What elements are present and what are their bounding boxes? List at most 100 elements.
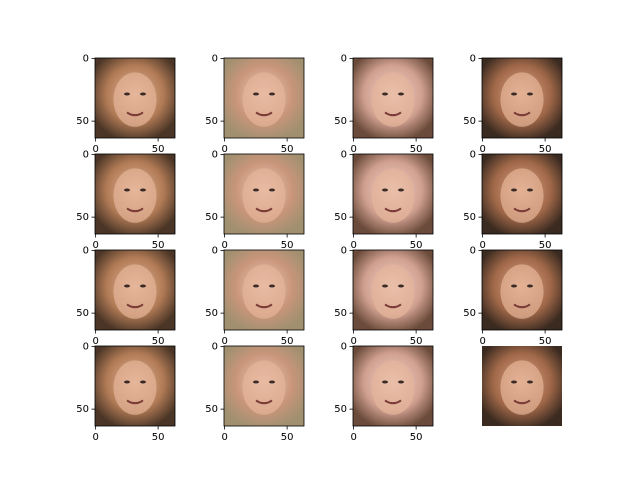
x-tick-label: 50 bbox=[152, 144, 165, 155]
eye bbox=[253, 188, 259, 192]
y-tick-label: 50 bbox=[334, 404, 347, 415]
x-tick-label: 0 bbox=[221, 432, 227, 443]
mouth bbox=[255, 111, 273, 117]
y-tick-label: 0 bbox=[470, 246, 476, 257]
y-tick-label: 0 bbox=[212, 342, 218, 353]
axes-frame bbox=[352, 153, 434, 235]
subplot: 0 50 0 50 bbox=[334, 246, 434, 347]
x-tick-label: 0 bbox=[479, 144, 485, 155]
x-tick-label: 50 bbox=[410, 336, 423, 347]
eye bbox=[511, 284, 517, 288]
subplot: 0 50 0 50 bbox=[205, 342, 305, 443]
y-tick-label: 0 bbox=[83, 342, 89, 353]
mouth bbox=[126, 111, 144, 117]
axes-frame bbox=[223, 345, 305, 427]
mouth bbox=[384, 399, 402, 405]
eye bbox=[382, 380, 388, 384]
axes-frame bbox=[94, 57, 176, 139]
subplot: 0 50 0 50 bbox=[463, 54, 563, 155]
axes-frame bbox=[94, 345, 176, 427]
eye bbox=[124, 284, 130, 288]
axes-frame bbox=[352, 249, 434, 331]
x-tick-label: 0 bbox=[350, 144, 356, 155]
subplot: 0 50 0 50 bbox=[205, 54, 305, 155]
x-tick-label: 0 bbox=[221, 144, 227, 155]
y-tick-label: 0 bbox=[212, 246, 218, 257]
y-tick-label: 50 bbox=[76, 308, 89, 319]
mouth bbox=[513, 207, 531, 213]
eye bbox=[253, 380, 259, 384]
mouth bbox=[513, 303, 531, 309]
x-tick-label: 50 bbox=[410, 144, 423, 155]
mouth bbox=[513, 399, 531, 405]
eye bbox=[140, 380, 146, 384]
y-tick-label: 50 bbox=[334, 308, 347, 319]
axes-frame bbox=[94, 249, 176, 331]
x-tick-label: 0 bbox=[92, 240, 98, 251]
eye bbox=[140, 92, 146, 96]
mouth bbox=[255, 303, 273, 309]
y-tick-label: 50 bbox=[76, 116, 89, 127]
axes-frame bbox=[223, 57, 305, 139]
mouth bbox=[255, 207, 273, 213]
x-tick-label: 0 bbox=[92, 432, 98, 443]
face bbox=[371, 168, 415, 223]
mouth bbox=[384, 207, 402, 213]
face bbox=[371, 72, 415, 127]
y-tick-label: 50 bbox=[205, 212, 218, 223]
eye bbox=[382, 188, 388, 192]
mouth bbox=[513, 111, 531, 117]
y-tick-label: 50 bbox=[463, 212, 476, 223]
x-tick-label: 50 bbox=[410, 240, 423, 251]
x-tick-label: 50 bbox=[281, 336, 294, 347]
face bbox=[242, 72, 286, 127]
x-tick-label: 50 bbox=[281, 432, 294, 443]
y-tick-label: 50 bbox=[76, 404, 89, 415]
y-tick-label: 50 bbox=[205, 308, 218, 319]
face bbox=[500, 72, 544, 127]
eye bbox=[124, 188, 130, 192]
eye bbox=[269, 188, 275, 192]
subplot: 0 50 0 50 bbox=[463, 246, 563, 347]
subplot: 0 50 0 50 bbox=[76, 342, 176, 443]
x-tick-label: 50 bbox=[539, 336, 552, 347]
face bbox=[500, 264, 544, 319]
x-tick-label: 50 bbox=[410, 432, 423, 443]
face bbox=[113, 360, 157, 415]
subplot: 0 50 0 50 bbox=[463, 150, 563, 251]
x-tick-label: 0 bbox=[479, 336, 485, 347]
subplot: 0 50 0 50 bbox=[334, 342, 434, 443]
eye bbox=[398, 92, 404, 96]
eye bbox=[124, 92, 130, 96]
mouth bbox=[126, 399, 144, 405]
eye bbox=[527, 92, 533, 96]
face bbox=[500, 168, 544, 223]
axes-frame bbox=[352, 57, 434, 139]
y-tick-label: 50 bbox=[463, 116, 476, 127]
axes-frame bbox=[223, 249, 305, 331]
eye bbox=[398, 380, 404, 384]
subplot: 0 50 0 50 bbox=[76, 150, 176, 251]
face bbox=[242, 264, 286, 319]
y-tick-label: 0 bbox=[341, 150, 347, 161]
y-tick-label: 0 bbox=[470, 54, 476, 65]
face bbox=[242, 168, 286, 223]
eye bbox=[511, 188, 517, 192]
x-tick-label: 0 bbox=[350, 240, 356, 251]
eye bbox=[124, 380, 130, 384]
y-tick-label: 50 bbox=[76, 212, 89, 223]
x-tick-label: 50 bbox=[539, 240, 552, 251]
y-tick-label: 0 bbox=[470, 150, 476, 161]
mouth bbox=[126, 303, 144, 309]
y-tick-label: 50 bbox=[334, 116, 347, 127]
face bbox=[500, 360, 544, 415]
eye bbox=[527, 380, 533, 384]
axes-frame bbox=[223, 153, 305, 235]
y-tick-label: 0 bbox=[212, 150, 218, 161]
eye bbox=[527, 284, 533, 288]
eye bbox=[382, 92, 388, 96]
mouth bbox=[384, 303, 402, 309]
eye bbox=[398, 188, 404, 192]
y-tick-label: 0 bbox=[83, 150, 89, 161]
